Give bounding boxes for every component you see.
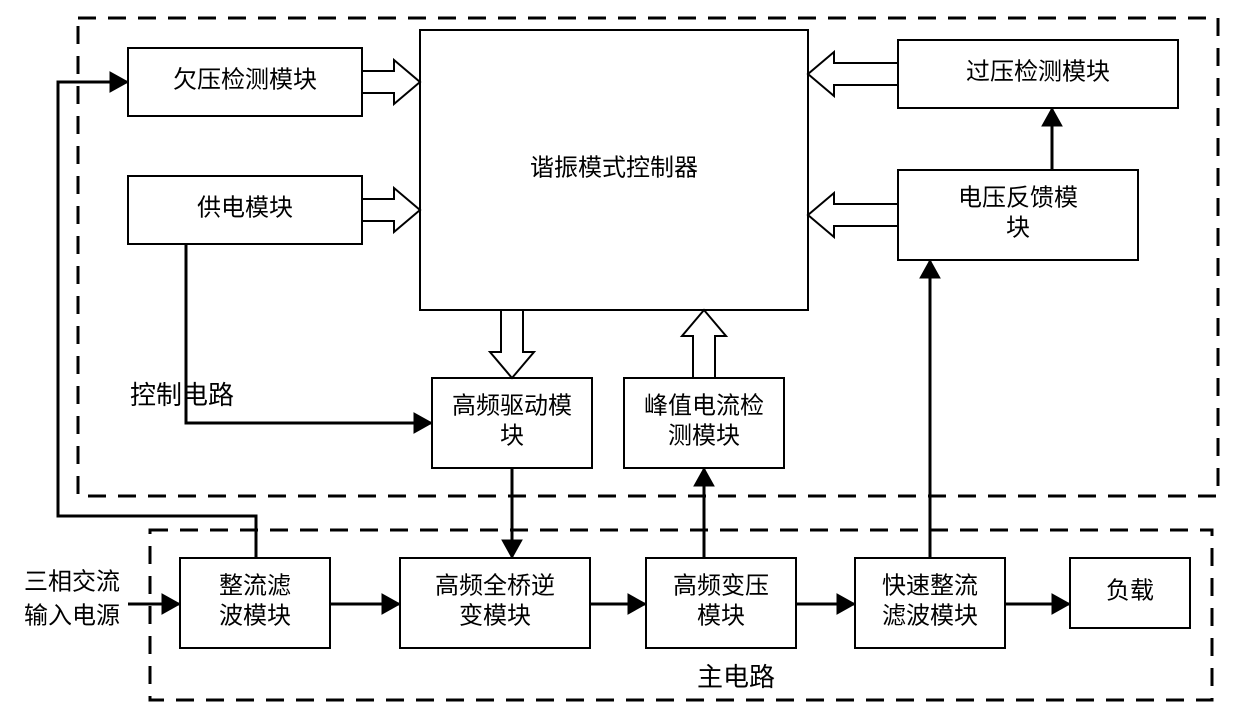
node-hfbridge-text: 高频全桥逆 [435,573,555,600]
input-label: 三相交流 [24,569,120,596]
arrowhead-m4 [1052,594,1070,614]
node-hfdrive-text: 高频驱动模 [452,393,572,420]
arrowhead-acin [162,594,180,614]
node-overvoltage-text: 过压检测模块 [966,59,1110,86]
arrowhead-rect-to-vfb [920,260,940,278]
node-undervoltage-text: 欠压检测模块 [173,67,317,94]
node-fastrect-text: 滤波模块 [882,603,978,630]
node-hfdrive-text: 块 [500,423,524,450]
node-fastrect-text: 快速整流 [882,573,978,600]
control-region-label: 控制电路 [130,381,234,410]
main-region-label: 主电路 [697,663,775,692]
hollow-arrow-ov-to-res [808,52,898,96]
arrowhead-rect-to-uv [110,72,128,92]
hollow-arrow-vfb-to-res [808,193,898,237]
node-rectfilter-text: 整流滤 [219,573,291,600]
arrowhead-m1 [382,594,400,614]
input-label: 输入电源 [24,603,120,630]
hollow-arrow-res-to-drv [490,310,534,378]
arrowhead-m2 [628,594,646,614]
node-power-text: 供电模块 [197,195,293,222]
hollow-arrow-uv-to-res [362,60,420,104]
node-resonant-text: 谐振模式控制器 [530,155,698,182]
arrowhead-vfb-to-ov [1042,108,1062,126]
node-hfbridge-text: 变模块 [459,603,531,630]
node-rectfilter-text: 波模块 [219,603,291,630]
arrowhead-m3 [837,594,855,614]
hollow-arrow-pw-to-res [362,188,420,232]
arrowhead-drv-to-bridge [502,540,522,558]
arrowhead-trans-to-peak [694,468,714,486]
node-hftrans-text: 模块 [697,603,745,630]
node-peakcurrent-text: 峰值电流检 [644,393,764,420]
hollow-arrow-peak-to-res [682,310,726,378]
node-voltagefb-text: 块 [1006,215,1030,242]
arrowhead-pw-to-drv [414,413,432,433]
node-peakcurrent-text: 测模块 [668,423,740,450]
node-voltagefb-text: 电压反馈模 [958,185,1078,212]
arrow-rect-to-uv [58,82,256,558]
node-load-text: 负载 [1106,578,1154,605]
node-hftrans-text: 高频变压 [673,573,769,600]
